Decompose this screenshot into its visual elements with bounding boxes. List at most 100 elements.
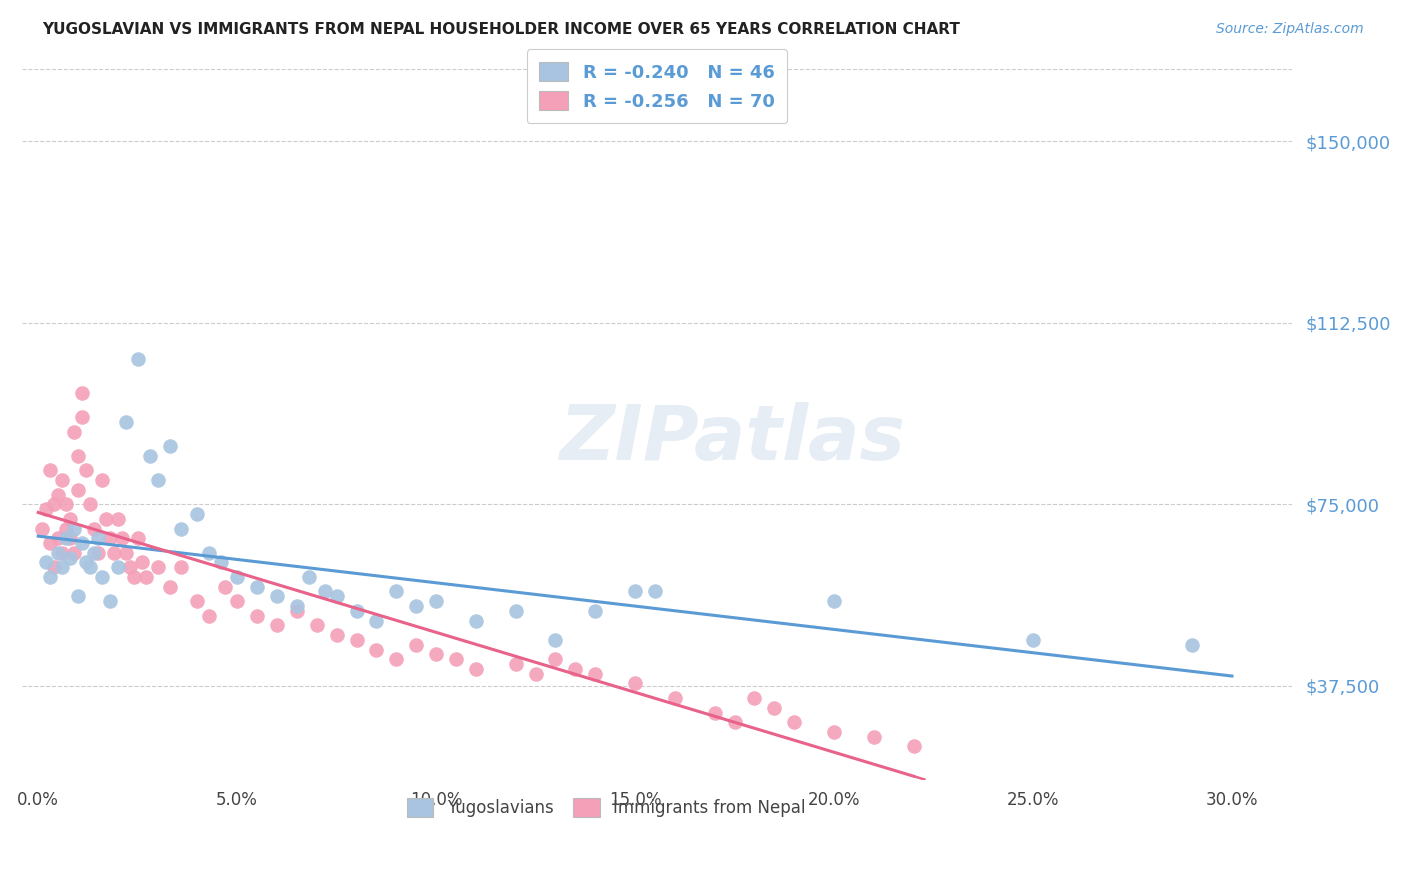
Point (170, 522, 193, 536)
Point (107, 560, 129, 574)
Point (783, 715, 806, 730)
Point (1022, 632, 1045, 647)
Point (644, 584, 666, 599)
Point (55, 522, 77, 536)
Point (39, 570, 62, 584)
Point (63, 522, 86, 536)
Point (66, 590, 89, 604)
Point (42, 497, 65, 511)
Point (90, 570, 112, 584)
Point (107, 512, 129, 526)
Point (146, 473, 169, 487)
Point (90, 473, 112, 487)
Point (55, 497, 77, 511)
Point (544, 632, 567, 647)
Point (127, 352, 149, 367)
Point (505, 657, 527, 671)
Point (505, 604, 527, 618)
Point (66, 449, 89, 463)
Point (46, 546, 69, 560)
Point (186, 594, 208, 608)
Point (325, 628, 347, 642)
Point (39, 536, 62, 550)
Point (170, 560, 193, 574)
Point (59, 531, 82, 545)
Point (226, 570, 249, 584)
Point (214, 580, 236, 594)
Point (325, 590, 347, 604)
Point (83, 522, 105, 536)
Point (744, 690, 766, 705)
Point (94, 512, 117, 526)
Point (63, 546, 86, 560)
Point (63, 425, 86, 439)
Point (70, 410, 93, 425)
Point (31, 522, 53, 536)
Point (66, 483, 89, 497)
Point (366, 642, 388, 657)
Point (405, 599, 427, 613)
Point (198, 608, 221, 623)
Point (70, 386, 93, 401)
Point (55, 531, 77, 545)
Point (464, 662, 486, 676)
Text: Source: ZipAtlas.com: Source: ZipAtlas.com (1216, 22, 1364, 37)
Point (118, 560, 141, 574)
Point (135, 570, 157, 584)
Point (285, 604, 308, 618)
Point (87, 531, 110, 545)
Point (763, 700, 786, 714)
Point (75, 556, 97, 570)
Point (703, 706, 725, 720)
Point (246, 608, 269, 623)
Point (83, 546, 105, 560)
Point (305, 618, 328, 632)
Point (87, 546, 110, 560)
Point (98, 594, 121, 608)
Point (823, 594, 845, 608)
Point (664, 690, 686, 705)
Point (186, 507, 208, 521)
Point (46, 531, 69, 545)
Point (346, 632, 368, 647)
Point (624, 676, 647, 690)
Point (444, 652, 467, 666)
Point (346, 604, 368, 618)
Point (111, 531, 134, 545)
Legend: Yugoslavians, Immigrants from Nepal: Yugoslavians, Immigrants from Nepal (398, 790, 814, 825)
Point (122, 570, 145, 584)
Point (366, 614, 388, 628)
Point (266, 618, 288, 632)
Point (405, 638, 427, 652)
Point (544, 652, 567, 666)
Point (51, 546, 73, 560)
Point (524, 666, 547, 681)
Point (146, 560, 169, 574)
Point (823, 724, 845, 739)
Point (583, 604, 606, 618)
Point (298, 570, 321, 584)
Point (35, 502, 58, 516)
Point (285, 599, 308, 613)
Point (39, 463, 62, 477)
Point (425, 648, 447, 662)
Point (464, 614, 486, 628)
Point (159, 580, 181, 594)
Point (79, 560, 101, 574)
Point (385, 584, 408, 599)
Point (209, 556, 232, 570)
Point (35, 556, 58, 570)
Point (266, 590, 288, 604)
Point (1181, 638, 1204, 652)
Point (314, 584, 336, 599)
Point (127, 531, 149, 545)
Point (583, 666, 606, 681)
Point (70, 536, 93, 550)
Point (51, 560, 73, 574)
Point (98, 531, 121, 545)
Point (59, 550, 82, 565)
Point (246, 580, 269, 594)
Point (862, 730, 884, 744)
Point (425, 594, 447, 608)
Point (51, 473, 73, 487)
